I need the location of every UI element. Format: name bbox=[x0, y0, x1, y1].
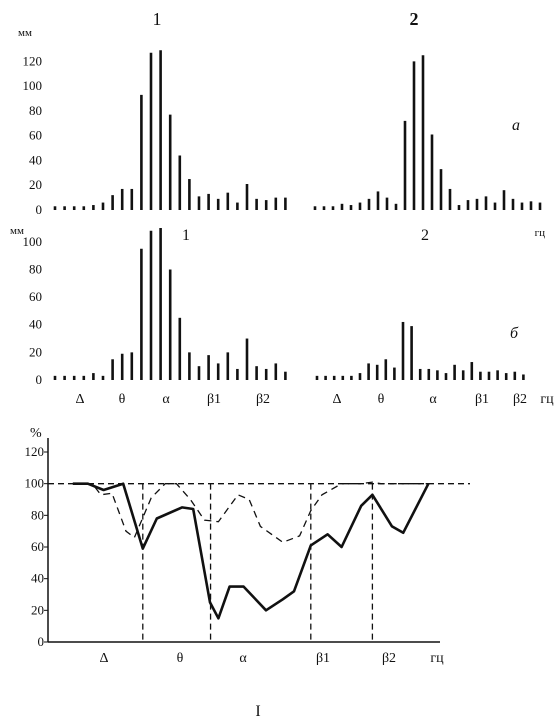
panel-b-xlabel-2-6: гц bbox=[540, 392, 554, 407]
panel-a-y-ticks: 0 20 40 60 80 100 120 bbox=[23, 53, 43, 217]
panel-a-panel-label: а bbox=[512, 117, 520, 134]
panel-a-ytick-120: 120 bbox=[23, 53, 43, 68]
panel-a-group-label-2: 2 bbox=[410, 9, 419, 29]
panel-b-ytick-60: 60 bbox=[29, 289, 42, 304]
panel-a-bars bbox=[53, 50, 542, 210]
panel-a-ytick-80: 80 bbox=[29, 103, 42, 118]
panel-b-xlabel-1-4: β1 bbox=[207, 392, 221, 407]
panel-percent-xlabel-4: β1 bbox=[316, 651, 330, 666]
panel-percent-xlabel-5: β2 bbox=[382, 651, 396, 666]
figure-label: I bbox=[255, 703, 260, 720]
panel-percent-xlabel-1: Δ bbox=[99, 651, 108, 666]
panel-b-ytick-100: 100 bbox=[23, 234, 43, 249]
panel-percent-y-ticks: 0 20 40 60 80 100 120 bbox=[25, 444, 48, 649]
panel-a-ytick-60: 60 bbox=[29, 128, 42, 143]
panel-percent-ylabel: % bbox=[30, 426, 42, 441]
panel-a-ytick-20: 20 bbox=[29, 177, 42, 192]
panel-b-ylabel: мм bbox=[10, 225, 24, 237]
panel-b-panel-label: б bbox=[510, 325, 519, 342]
panel-percent-xlabel-6: гц bbox=[430, 651, 444, 666]
panel-b-xlabel-1-1: Δ bbox=[75, 392, 84, 407]
panel-percent-ytick-120: 120 bbox=[25, 444, 45, 459]
panel-b-group-label-2: 2 bbox=[421, 227, 429, 244]
panel-b-xlabel-2-5: β2 bbox=[513, 392, 527, 407]
panel-b-y-ticks: 0 20 40 60 80 100 bbox=[23, 234, 43, 387]
panel-b-ytick-40: 40 bbox=[29, 317, 42, 332]
panel-percent-xlabel-2: θ bbox=[177, 651, 184, 666]
panel-b-ytick-20: 20 bbox=[29, 344, 42, 359]
solid-series-line bbox=[72, 482, 430, 620]
panel-percent-ytick-80: 80 bbox=[31, 507, 44, 522]
panel-percent-ytick-20: 20 bbox=[31, 602, 44, 617]
panel-b-ytick-0: 0 bbox=[36, 372, 43, 387]
panel-b-xlabel-1-2: θ bbox=[119, 392, 126, 407]
panel-a-ytick-0: 0 bbox=[36, 202, 43, 217]
panel-percent-ytick-40: 40 bbox=[31, 571, 44, 586]
panel-percent-ytick-0: 0 bbox=[38, 634, 45, 649]
panel-b-xlabel-1-5: β2 bbox=[256, 392, 270, 407]
panel-a-xunit: гц bbox=[535, 227, 546, 239]
panel-a-group-label-1: 1 bbox=[153, 9, 162, 29]
panel-b-bars bbox=[53, 228, 525, 380]
panel-percent-ytick-100: 100 bbox=[25, 476, 45, 491]
panel-b-xlabel-1-3: α bbox=[162, 392, 170, 407]
panel-percent-xlabel-3: α bbox=[239, 651, 247, 666]
panel-percent-ytick-60: 60 bbox=[31, 539, 44, 554]
panel-b-xlabel-2-3: α bbox=[429, 392, 437, 407]
panel-a-ytick-40: 40 bbox=[29, 152, 42, 167]
band-boundaries bbox=[142, 483, 374, 642]
panel-b-ytick-80: 80 bbox=[29, 261, 42, 276]
dashed-series-line bbox=[72, 481, 429, 544]
panel-a-ytick-100: 100 bbox=[23, 78, 43, 93]
panel-b-xlabel-2-2: θ bbox=[378, 392, 385, 407]
panel-a: мм 1 2 а 0 20 40 60 80 100 120 гц bbox=[18, 9, 545, 239]
panel-b-xlabel-2-4: β1 bbox=[475, 392, 489, 407]
panel-a-ylabel: мм bbox=[18, 27, 32, 39]
panel-b-xlabel-2-1: Δ bbox=[332, 392, 341, 407]
panel-b-group-label-1: 1 bbox=[182, 227, 190, 244]
